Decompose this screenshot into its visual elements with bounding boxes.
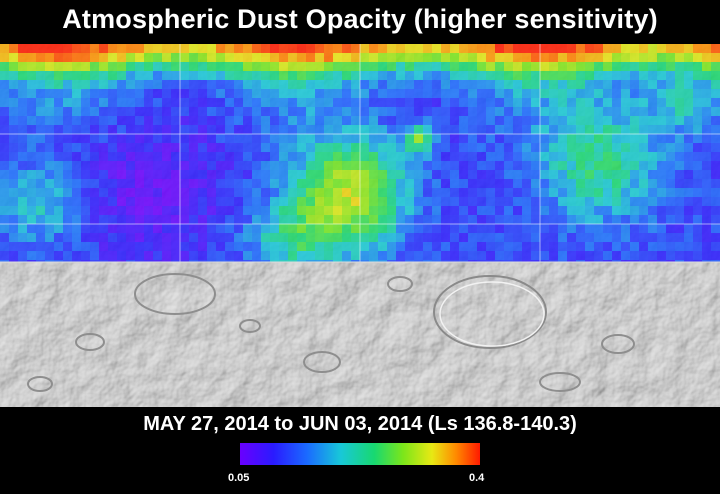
scale-max-label: 0.4	[469, 472, 485, 484]
dust-opacity-overlay	[0, 44, 720, 262]
mars-map	[0, 44, 720, 407]
lat-lon-grid	[0, 44, 720, 262]
color-scale-bar	[240, 443, 480, 465]
map-title: Atmospheric Dust Opacity (higher sensiti…	[62, 4, 658, 34]
date-range-label: MAY 27, 2014 to JUN 03, 2014 (Ls 136.8-1…	[143, 413, 577, 435]
crater-features	[27, 273, 635, 392]
scale-min-label: 0.05	[228, 472, 250, 484]
